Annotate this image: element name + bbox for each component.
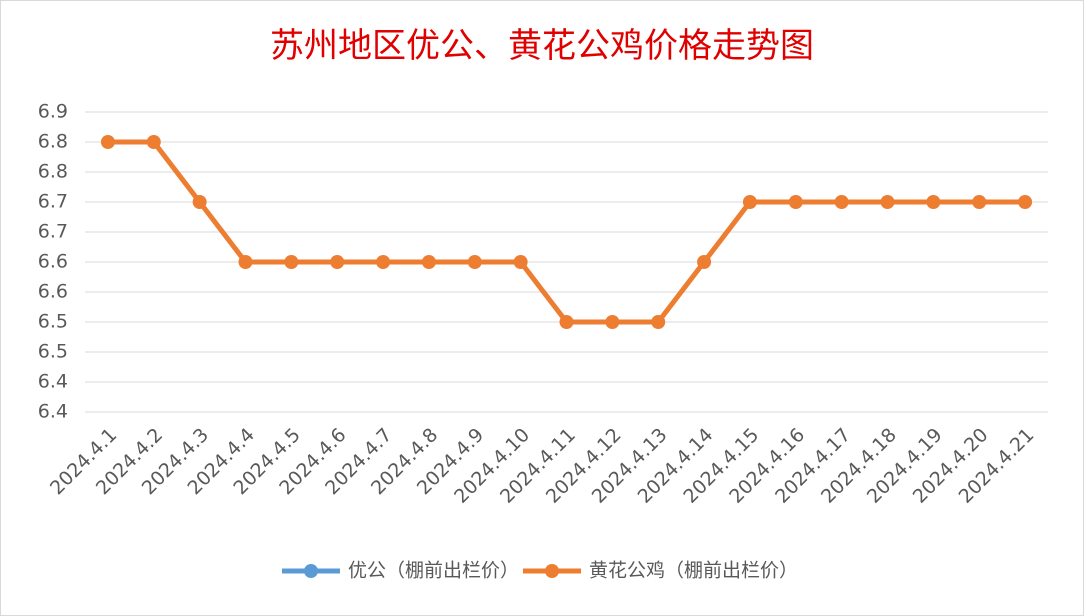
data-point [330,255,345,269]
y-tick-label: 6.8 [38,131,68,153]
data-point [192,195,207,209]
y-tick-label: 6.6 [38,251,68,273]
data-point [100,135,115,149]
data-point [421,255,436,269]
y-tick-label: 6.6 [38,281,68,303]
data-point [513,255,528,269]
y-tick-label: 6.7 [38,191,68,213]
chart-title: 苏州地区优公、黄花公鸡价格走势图 [270,26,814,66]
y-tick-label: 6.4 [38,401,68,423]
data-point [605,315,620,329]
legend-marker [304,564,318,578]
data-point [467,255,482,269]
data-point [146,135,161,149]
legend-label: 优公（棚前出栏价） [348,560,519,582]
data-point [1018,195,1033,209]
data-point [880,195,895,209]
y-tick-label: 6.4 [38,371,68,393]
y-tick-label: 6.9 [38,101,68,123]
data-point [238,255,253,269]
data-point [834,195,849,209]
y-tick-label: 6.7 [38,221,68,243]
data-point [788,195,803,209]
y-tick-label: 6.5 [38,341,68,363]
data-point [559,315,574,329]
data-point [651,315,666,329]
data-point [972,195,987,209]
y-tick-label: 6.5 [38,311,68,333]
data-point [284,255,299,269]
y-tick-label: 6.8 [38,161,68,183]
data-point [742,195,757,209]
data-point [376,255,391,269]
data-point [697,255,712,269]
data-point [926,195,941,209]
legend-marker [545,564,559,578]
legend-label: 黄花公鸡（棚前出栏价） [589,560,798,582]
